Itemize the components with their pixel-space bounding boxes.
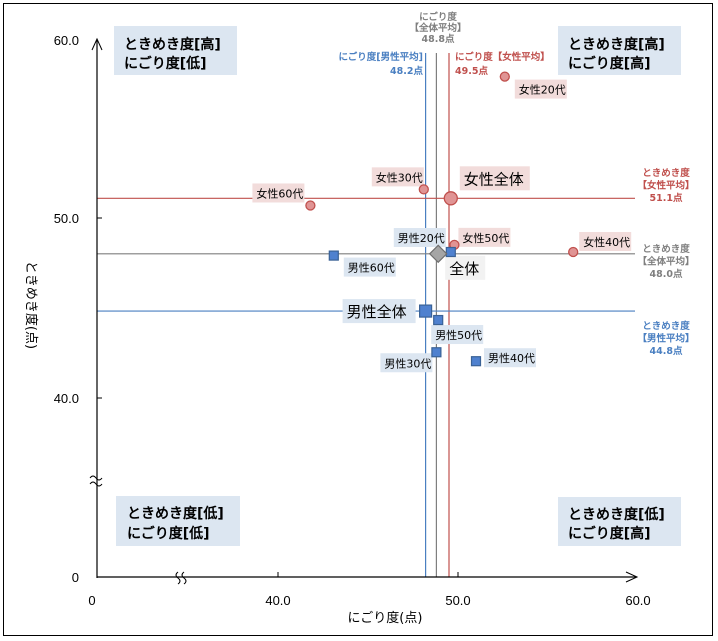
vline-all-label: にごり度 — [419, 11, 457, 23]
reference-lines: にごり度[男性平均]48.2点にごり度【全体平均】48.8点にごり度【女性平均】… — [97, 11, 695, 577]
point-label-bg — [484, 348, 536, 368]
point-label: 女性全体 — [459, 166, 530, 191]
point-label-bg — [459, 166, 530, 191]
data-point-男性全体 — [419, 304, 433, 318]
data-point-男性40代 — [470, 356, 482, 367]
point-label-text: 男性20代 — [398, 231, 445, 245]
y-tick-0: 0 — [72, 570, 79, 585]
point-label: 女性60代 — [252, 183, 305, 203]
point-label-text: 女性30代 — [376, 170, 423, 184]
vline-women-label: にごり度【女性平均】 — [455, 51, 550, 63]
point-label: 男性40代 — [484, 348, 536, 368]
point-label-bg — [431, 325, 484, 345]
point-label-text: 男性50代 — [435, 328, 482, 342]
point-label-bg — [393, 228, 446, 248]
hline-all-label: 48.0点 — [650, 268, 683, 280]
point-label-bg — [252, 183, 305, 203]
point-label: 女性40代 — [579, 232, 632, 252]
data-point-男性60代 — [328, 250, 339, 261]
point-label: 女性50代 — [458, 227, 511, 247]
quadrant-bottom-left-line2: にごり度[低] — [127, 525, 210, 542]
point-marks — [305, 71, 579, 367]
vline-all-label: 【全体平均】 — [409, 22, 466, 34]
hline-women-label: 【女性平均】 — [637, 180, 694, 192]
point-label: 男性50代 — [431, 325, 484, 345]
data-points: 女性20代女性30代女性40代女性50代女性60代女性全体男性20代男性30代男… — [252, 71, 632, 373]
point-label-bg — [380, 353, 433, 373]
x-tick-60: 60.0 — [625, 593, 650, 608]
point-label-text: 女性20代 — [519, 83, 566, 97]
y-axis — [89, 37, 103, 578]
vline-all-label: 48.8点 — [422, 33, 455, 45]
y-tick-60: 60.0 — [54, 33, 79, 48]
x-tick-0: 0 — [88, 593, 95, 608]
vline-men-label: にごり度[男性平均] — [339, 51, 424, 63]
quadrant-top-left-line1: ときめき度[高] — [124, 36, 221, 53]
data-point-女性30代 — [418, 184, 429, 195]
data-point-男性30代 — [431, 347, 442, 358]
data-point-女性20代 — [499, 71, 510, 82]
point-label-text: 女性全体 — [464, 170, 524, 188]
x-axis-title: にごり度(点) — [348, 610, 423, 626]
point-label: 男性30代 — [380, 353, 433, 373]
point-label: 女性20代 — [514, 79, 567, 99]
data-point-女性40代 — [568, 246, 579, 258]
hline-all-label: ときめき度 — [642, 243, 690, 255]
point-label: 男性60代 — [343, 257, 396, 277]
data-point-男性20代 — [445, 246, 456, 258]
point-label-bg — [458, 227, 511, 247]
point-label: 女性30代 — [371, 167, 424, 187]
data-point-男性50代 — [433, 314, 444, 326]
point-label-bg — [445, 255, 486, 280]
point-label-text: 男性40代 — [488, 351, 535, 365]
quadrant-top-left: ときめき度[高] にごり度[低] — [114, 26, 237, 75]
y-axis-break-icon — [89, 475, 103, 487]
y-tick-40: 40.0 — [54, 391, 79, 406]
point-label-text: 男性60代 — [348, 261, 395, 275]
point-label-bg — [343, 257, 396, 277]
hline-men-label: 44.8点 — [650, 345, 683, 357]
x-axis-break-icon — [175, 571, 187, 585]
quadrant-top-left-line2: にごり度[低] — [124, 55, 207, 72]
point-label: 男性全体 — [342, 299, 416, 324]
x-axis — [97, 571, 639, 585]
point-label-bg — [371, 167, 424, 187]
data-point-女性全体 — [443, 191, 458, 206]
quadrant-bottom-right-line2: にごり度[高] — [568, 525, 651, 542]
point-label-text: 全体 — [449, 260, 479, 278]
y-axis-title: ときめき度(点) — [23, 261, 39, 349]
x-tick-40: 40.0 — [265, 593, 290, 608]
point-label: 男性20代 — [393, 228, 446, 248]
hline-men-label: 【男性平均】 — [637, 333, 694, 345]
quadrant-bottom-right: ときめき度[低] にごり度[高] — [558, 497, 681, 546]
point-label-bg — [514, 79, 567, 99]
data-point-全体 — [428, 244, 448, 264]
point-label-text: 女性60代 — [256, 186, 303, 200]
point-labels: 女性20代女性30代女性40代女性50代女性60代女性全体男性20代男性30代男… — [252, 79, 632, 373]
vline-women-label: 49.5点 — [455, 65, 488, 77]
point-label-text: 男性全体 — [347, 303, 407, 321]
hline-men-label: ときめき度 — [642, 320, 690, 332]
quadrant-bottom-left-line1: ときめき度[低] — [127, 505, 224, 522]
quadrant-top-right: ときめき度[高] にごり度[高] — [558, 26, 681, 75]
vline-men-label: 48.2点 — [390, 65, 423, 77]
hline-women-label: ときめき度 — [642, 167, 690, 179]
point-label-text: 女性50代 — [462, 231, 509, 245]
data-point-女性60代 — [305, 200, 316, 211]
hline-women-label: 51.1点 — [650, 192, 683, 204]
point-label: 全体 — [445, 255, 486, 280]
quadrant-top-right-line2: にごり度[高] — [568, 55, 651, 72]
hline-all-label: 【全体平均】 — [637, 256, 694, 268]
x-tick-50: 50.0 — [445, 593, 470, 608]
point-label-bg — [342, 299, 416, 324]
point-label-text: 女性40代 — [583, 235, 630, 249]
quadrant-bottom-left: ときめき度[低] にごり度[低] — [116, 496, 240, 546]
quadrant-top-right-line1: ときめき度[高] — [568, 36, 665, 53]
quadrant-bottom-right-line1: ときめき度[低] — [568, 506, 665, 523]
y-tick-50: 50.0 — [54, 211, 79, 226]
point-label-bg — [579, 232, 632, 252]
point-label-text: 男性30代 — [384, 356, 431, 370]
